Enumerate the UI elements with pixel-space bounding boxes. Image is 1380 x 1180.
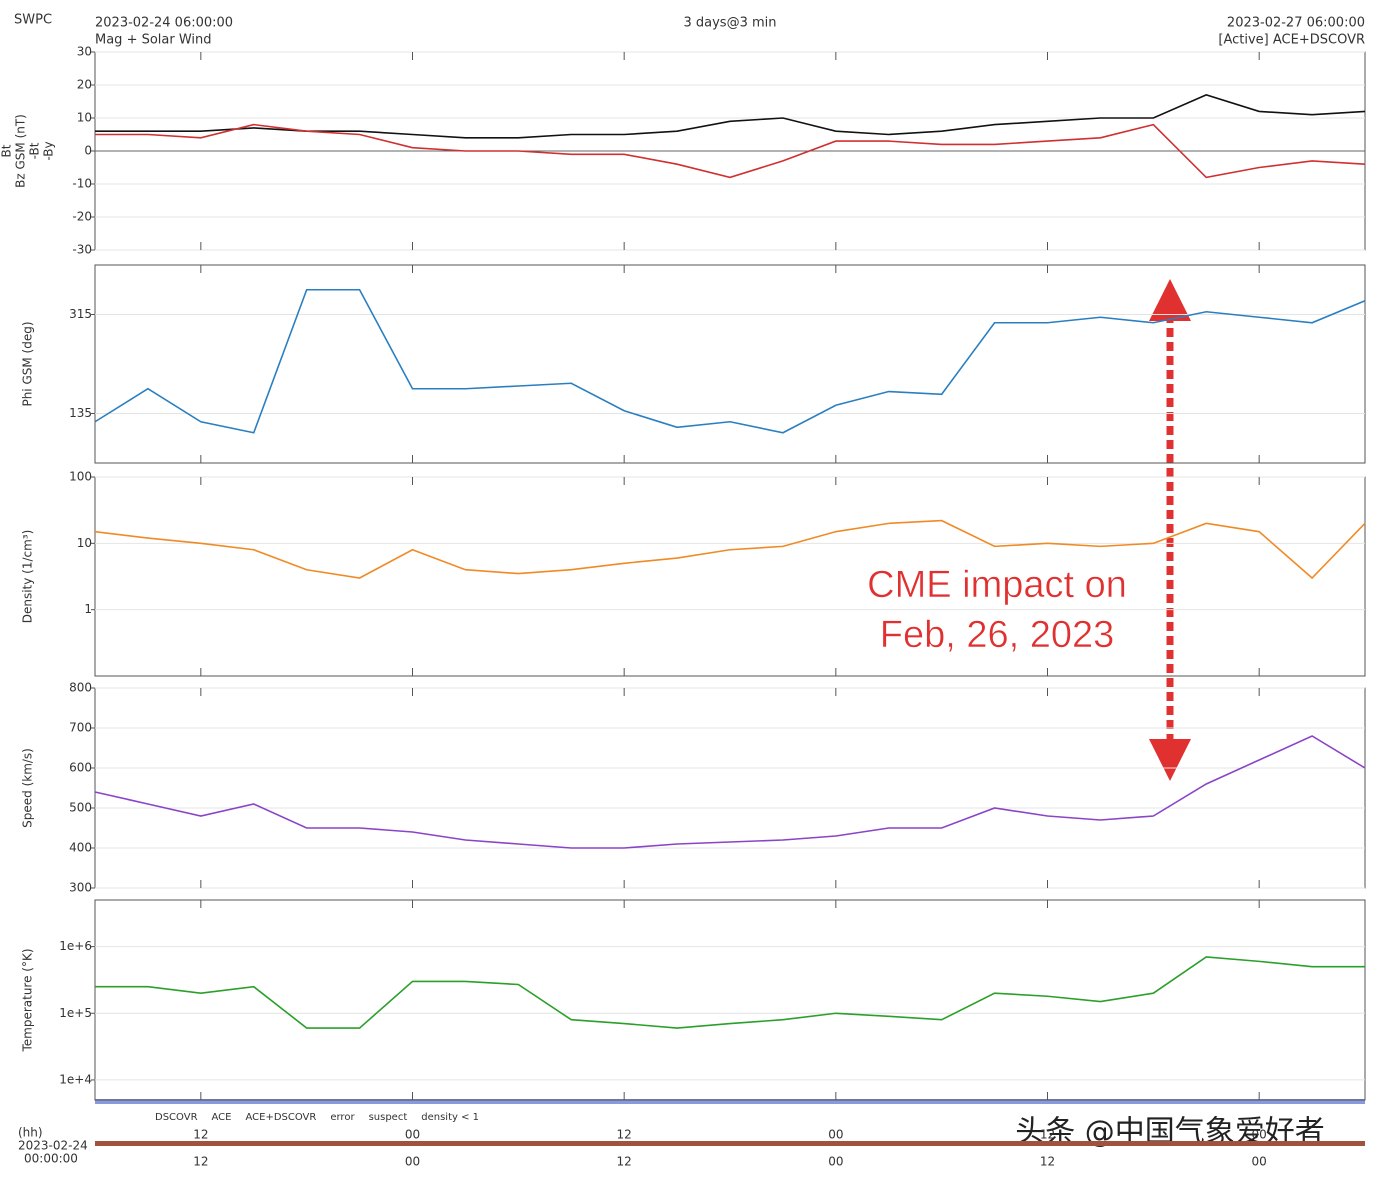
x-tick-label: 00	[405, 1155, 420, 1169]
y-axis-label: Phi GSM (deg)	[21, 321, 35, 406]
x-tick-label: 12	[1040, 1155, 1055, 1169]
y-tick-label: 400	[69, 841, 92, 855]
span: 3 days@3 min	[683, 16, 776, 31]
y-tick-label: -10	[72, 177, 92, 191]
end-time: 2023-02-27 06:00:00	[1227, 16, 1365, 31]
y-tick-label: -20	[72, 210, 92, 224]
series-line	[95, 123, 1366, 179]
series-line	[95, 94, 1366, 139]
y-tick-label: 300	[69, 881, 92, 895]
y-tick-label: 1	[84, 602, 92, 616]
source: [Active] ACE+DSCOVR	[1218, 33, 1365, 48]
y-tick-label: 20	[77, 78, 92, 92]
status-bar	[95, 1099, 1365, 1104]
y-tick-label: 10	[77, 536, 92, 550]
time-unit: (hh)	[18, 1126, 43, 1140]
legend-entry: density < 1	[421, 1112, 479, 1123]
series-line	[94, 519, 1366, 580]
time-time: 00:00:00	[24, 1152, 78, 1166]
y-tick-label: 135	[69, 406, 92, 420]
y-tick-label: 0	[84, 144, 92, 158]
y-tick-label: 700	[69, 721, 92, 735]
subtitle: Mag + Solar Wind	[95, 33, 212, 48]
y-tick-label: 100	[69, 470, 92, 484]
time-date: 2023-02-24	[18, 1139, 88, 1153]
x-tick-label: 00	[828, 1155, 843, 1169]
legend-entry: ACE+DSCOVR	[245, 1112, 316, 1123]
y-tick-label: 500	[69, 801, 92, 815]
y-tick-label: 1e+5	[59, 1006, 92, 1020]
annotation: Feb, 26, 2023	[880, 614, 1115, 656]
panel	[94, 264, 1366, 464]
y-tick-label: 30	[77, 45, 92, 59]
annotation: CME impact on	[867, 564, 1127, 606]
panel	[94, 687, 1366, 889]
y-tick-label: -30	[72, 243, 92, 257]
x-tick-label: 12	[1040, 1128, 1055, 1142]
x-tick-label: 00	[1252, 1155, 1267, 1169]
source-bar	[95, 1141, 1365, 1146]
watermark: 头条 @中国气象爱好者	[1015, 1115, 1325, 1150]
x-tick-label: 12	[193, 1155, 208, 1169]
y-tick-label: 600	[69, 761, 92, 775]
legend-entry: suspect	[369, 1112, 408, 1123]
y-axis-label: Temperature (°K)	[21, 948, 35, 1052]
x-tick-label: 00	[1252, 1128, 1267, 1142]
y-axis-label: Speed (km/s)	[21, 748, 35, 828]
y-axis-label: Density (1/cm³)	[21, 530, 35, 624]
panel	[94, 899, 1366, 1101]
legend-entry: error	[330, 1112, 355, 1123]
series-line	[95, 956, 1365, 1029]
y-axis-label: Bz GSM (nT)	[14, 114, 28, 188]
legend-entry: ACE	[212, 1112, 232, 1123]
x-tick-label: 12	[617, 1155, 632, 1169]
y-axis-label: Bt	[0, 144, 14, 157]
panel	[94, 476, 1366, 677]
series-line	[94, 735, 1366, 849]
agency: SWPC	[14, 13, 52, 28]
series-line	[94, 288, 1366, 434]
x-tick-label: 12	[617, 1128, 632, 1142]
y-tick-label: 800	[69, 681, 92, 695]
y-tick-label: 1e+6	[59, 939, 92, 953]
x-tick-label: 00	[828, 1128, 843, 1142]
y-tick-label: 315	[69, 307, 92, 321]
start-time: 2023-02-24 06:00:00	[95, 16, 233, 31]
y-axis-label: -Bt	[28, 142, 42, 159]
x-tick-label: 12	[193, 1128, 208, 1142]
y-tick-label: 10	[77, 111, 92, 125]
x-tick-label: 00	[405, 1128, 420, 1142]
y-tick-label: 1e+4	[59, 1072, 92, 1086]
legend-entry: DSCOVR	[155, 1112, 198, 1123]
y-axis-label: -By	[42, 141, 56, 160]
